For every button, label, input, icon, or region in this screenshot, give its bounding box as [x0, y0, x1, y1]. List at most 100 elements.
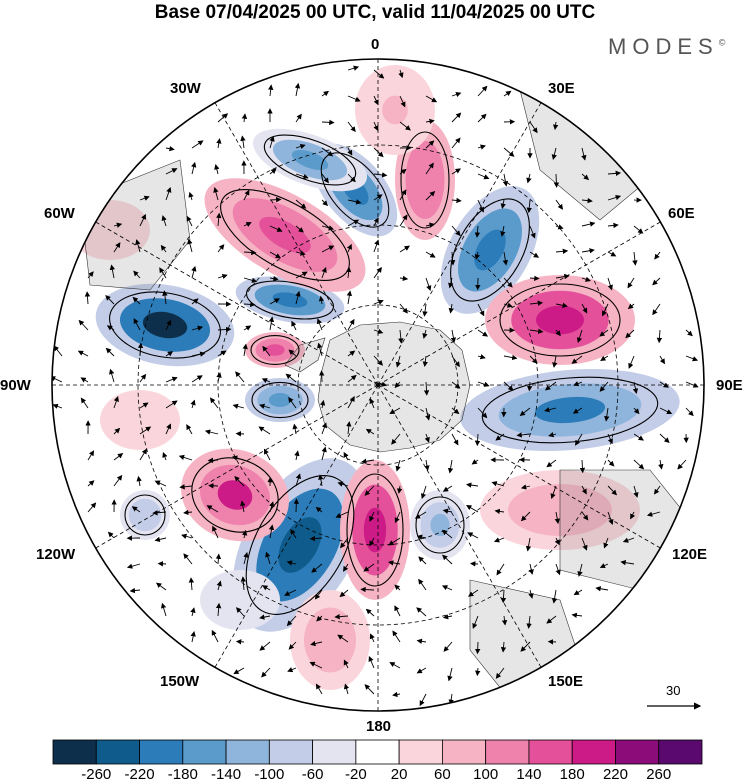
colorbar-tick-label: -140: [211, 766, 242, 783]
wind-arrow-348: [269, 501, 275, 513]
wind-arrow-196: [77, 350, 89, 357]
wind-arrow-417: [441, 585, 453, 591]
wind-arrow-346: [206, 505, 219, 513]
wind-arrow-309: [471, 459, 479, 465]
wind-arrow-48: [269, 168, 277, 175]
wind-arrow-339: [633, 485, 639, 498]
wind-arrow-453: [500, 641, 507, 653]
wind-arrow-359: [554, 511, 560, 525]
wind-arrow-326: [295, 473, 301, 487]
latitude-circle-1: [217, 224, 539, 546]
wind-arrow-162: [448, 303, 454, 314]
wind-arrow-150: [132, 296, 141, 305]
wind-arrow-279: [321, 422, 327, 435]
wind-arrow-71: [373, 194, 383, 201]
meridian-240: [95, 384, 379, 549]
colorbar-tick-label: 220: [602, 766, 628, 783]
wind-arrow-329: [364, 485, 375, 496]
wind-arrow-72: [399, 189, 407, 201]
wind-arrow-288: [548, 432, 557, 438]
wind-arrow-352: [369, 511, 375, 522]
wind-arrow-186: [477, 329, 489, 337]
wind-arrow-211: [477, 354, 486, 360]
wind-arrow-82: [113, 222, 123, 228]
wind-arrow-382: [581, 537, 588, 551]
wind-arrow-463: [416, 667, 427, 674]
wind-arrow-23: [477, 113, 487, 123]
wind-arrow-5: [321, 90, 330, 97]
colorbar-swatch-10: [485, 739, 530, 765]
wind-arrow-104: [135, 239, 141, 253]
wind-arrow-169: [627, 303, 635, 310]
wind-arrow-191: [599, 329, 609, 337]
wind-arrow-448: [369, 633, 375, 643]
colorbar-swatch-9: [441, 739, 487, 765]
lon-label-120e: 120E: [672, 546, 708, 563]
wind-arrow-244: [685, 381, 699, 388]
wind-arrow-91: [347, 219, 360, 227]
wind-arrow-113: [373, 239, 380, 253]
wind-arrow-242: [632, 381, 639, 394]
wind-arrow-347: [240, 500, 246, 513]
wind-arrow-176: [217, 326, 232, 333]
wind-arrow-284: [451, 433, 459, 446]
wind-arrow-340: [653, 485, 661, 495]
wind-arrow-207: [373, 355, 384, 366]
wind-arrow-63: [165, 186, 172, 201]
colorbar-swatch-7: [355, 739, 400, 765]
anomaly-10: [181, 448, 289, 542]
wind-arrow-459: [309, 661, 323, 669]
wind-arrow-414: [360, 586, 375, 593]
wind-arrow-49: [295, 173, 309, 180]
wind-arrow-295: [113, 453, 124, 461]
meridian-120: [377, 384, 661, 549]
wind-arrow-389: [243, 552, 249, 565]
contour-8: [415, 496, 465, 554]
wind-arrow-208: [395, 355, 401, 368]
wind-arrow-85: [186, 215, 193, 227]
wind-arrow-130: [217, 273, 228, 280]
wind-arrow-368: [212, 525, 219, 539]
wind-arrow-353: [394, 511, 401, 524]
wind-arrow-377: [441, 529, 453, 539]
wind-arrow-307: [424, 459, 430, 471]
contour-lines: [109, 131, 659, 615]
wind-arrow-291: [633, 433, 644, 441]
wind-arrow-129: [191, 265, 197, 279]
contour-2: [245, 475, 355, 615]
wind-arrow-292: [659, 433, 670, 444]
wind-arrow-391: [286, 560, 297, 566]
lon-label-60e: 60E: [668, 205, 695, 222]
wind-arrow-39: [477, 144, 486, 150]
wind-arrow-334: [491, 481, 505, 487]
wind-arrow-449: [392, 630, 401, 643]
wind-arrow-193: [656, 329, 663, 344]
wind-arrow-418: [468, 589, 479, 597]
colorbar-tick-label: 140: [516, 766, 542, 783]
colorbar-tick-label: 60: [434, 766, 451, 783]
wind-arrow-462: [389, 662, 401, 669]
wind-arrow-31: [269, 135, 275, 149]
wind-arrow-427: [235, 607, 245, 617]
wind-arrow-2: [398, 69, 404, 79]
wind-arrow-144: [581, 276, 591, 282]
wind-arrow-17: [321, 119, 335, 126]
wind-arrow-201: [217, 350, 227, 357]
colorbar: [52, 739, 703, 765]
wind-arrow-136: [373, 266, 382, 279]
wind-arrow-416: [418, 578, 427, 591]
wind-arrow-360: [581, 511, 589, 521]
wind-arrow-102: [633, 225, 644, 234]
wind-arrow-337: [581, 485, 587, 495]
wind-arrow-362: [630, 511, 636, 520]
wind-arrow-125: [87, 271, 94, 279]
wind-arrow-271: [113, 427, 121, 435]
wind-arrow-62: [139, 195, 150, 201]
wind-arrow-265: [572, 407, 583, 414]
wind-arrow-13: [217, 113, 229, 123]
map-disk: [52, 59, 704, 711]
wind-arrow-147: [652, 277, 661, 286]
wind-arrow-361: [607, 511, 614, 525]
wind-arrow-264: [544, 407, 557, 413]
